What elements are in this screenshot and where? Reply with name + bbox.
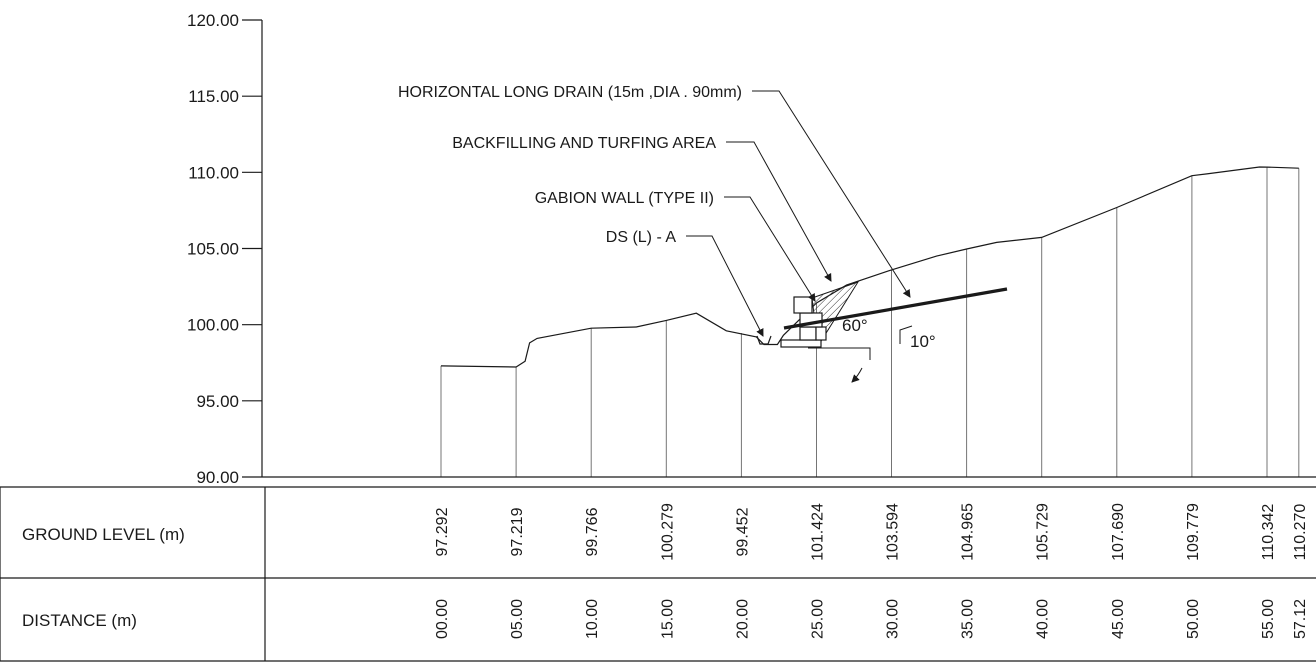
- ground-level-row-label: GROUND LEVEL (m): [22, 525, 185, 544]
- ground-level-value: 97.219: [509, 507, 526, 556]
- ground-level-value: 110.270: [1292, 504, 1309, 561]
- ground-level-value: 110.342: [1260, 504, 1277, 561]
- distance-value: 55.00: [1260, 599, 1277, 639]
- y-tick-label: 110.00: [188, 163, 239, 182]
- drain-angle-arc: [899, 325, 913, 344]
- y-tick-label: 115.00: [188, 87, 239, 106]
- ground-level-value: 99.766: [584, 507, 601, 556]
- ground-level-value: 97.292: [434, 507, 451, 556]
- distance-value: 15.00: [659, 599, 676, 639]
- distance-value: 05.00: [509, 599, 526, 639]
- distance-value: 25.00: [810, 599, 827, 639]
- distance-value: 45.00: [1110, 599, 1127, 639]
- distance-value: 20.00: [734, 599, 751, 639]
- ground-level-value: 103.594: [885, 503, 902, 561]
- annotation-gabion-wall: GABION WALL (TYPE II): [535, 190, 714, 207]
- y-tick-label: 100.00: [187, 316, 239, 335]
- y-tick-label: 120.00: [187, 11, 239, 30]
- structures: [756, 281, 1008, 383]
- distance-row-label: DISTANCE (m): [22, 611, 137, 630]
- distance-value: 00.00: [434, 599, 451, 639]
- ground-level-value: 101.424: [810, 503, 827, 561]
- ground-level-value: 104.965: [960, 503, 977, 561]
- angle-label-10: 10°: [910, 332, 936, 351]
- ground-level-value: 109.779: [1185, 503, 1202, 561]
- horizontal-long-drain: [783, 287, 1008, 330]
- annotation-leaders: [686, 90, 911, 337]
- annotation-horizontal-long-drain: HORIZONTAL LONG DRAIN (15m ,DIA . 90mm): [398, 84, 742, 101]
- table-values: 97.292 00.00 97.219 05.00 99.766 10.00 100.279…: [434, 503, 1309, 639]
- ground-level-value: 107.690: [1110, 503, 1127, 561]
- wall-angle-arc: [851, 367, 863, 383]
- station-lines: [440, 167, 1300, 477]
- ground-level-value: 99.452: [734, 507, 751, 556]
- ground-level-value: 100.279: [659, 503, 676, 561]
- distance-value: 40.00: [1035, 599, 1052, 639]
- distance-value: 50.00: [1185, 599, 1202, 639]
- annotation-ds-l-a: DS (L) - A: [606, 229, 677, 246]
- wall-angle-reference: [808, 347, 871, 360]
- y-tick-label: 105.00: [187, 240, 239, 259]
- distance-value: 30.00: [885, 599, 902, 639]
- y-axis-ticks: 90.00 95.00 100.00 105.00 110.00 115.00 120.00: [187, 11, 262, 487]
- distance-value: 57.12: [1292, 599, 1309, 639]
- y-tick-label: 95.00: [196, 392, 239, 411]
- ground-level-value: 105.729: [1035, 503, 1052, 561]
- data-table: [0, 486, 1316, 662]
- annotation-backfilling-turfing: BACKFILLING AND TURFING AREA: [452, 135, 716, 152]
- angle-label-60: 60°: [842, 316, 868, 335]
- distance-value: 35.00: [960, 599, 977, 639]
- y-tick-label: 90.00: [196, 468, 239, 487]
- ground-profile-line: [440, 166, 1299, 368]
- drain-trench: [756, 335, 772, 345]
- distance-value: 10.00: [584, 599, 601, 639]
